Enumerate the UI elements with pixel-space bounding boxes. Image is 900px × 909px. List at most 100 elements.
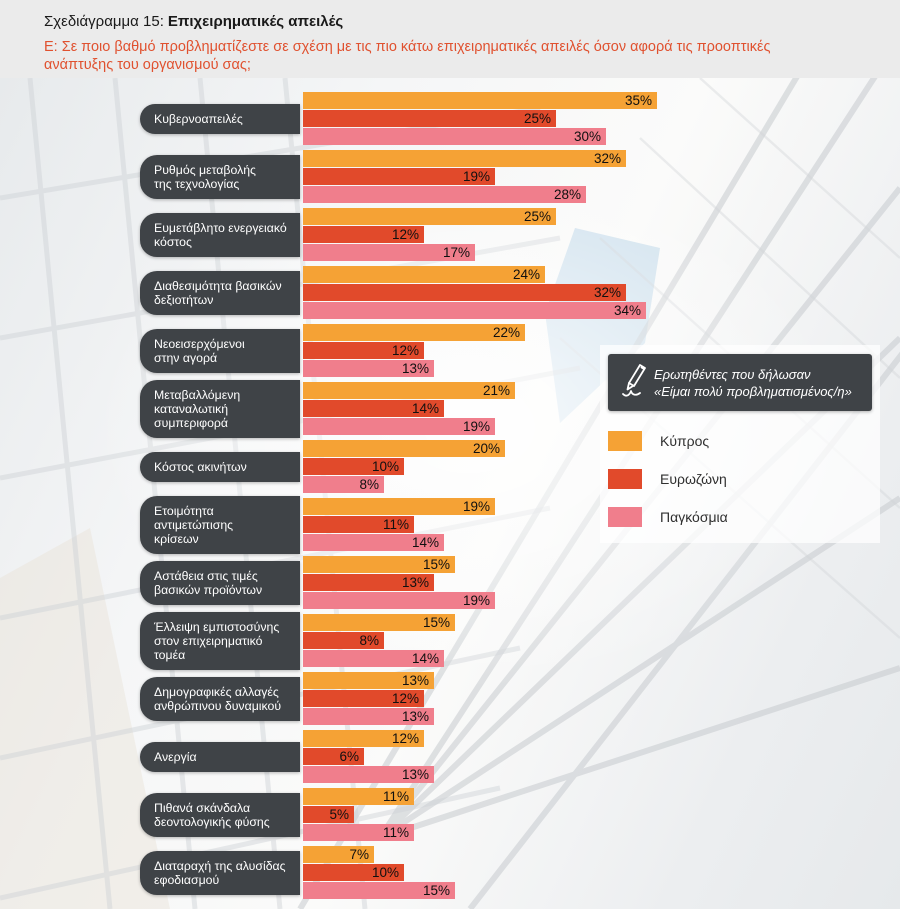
bar-value-label: 15% xyxy=(422,883,450,898)
bar-value-label: 11% xyxy=(382,825,409,840)
chart-row: Διαθεσιμότητα βασικών δεξιοτήτων 24% 32% 34… xyxy=(0,266,900,319)
bar-group: 19% 11% 14% xyxy=(303,498,495,552)
bar-value-label: 19% xyxy=(462,499,490,514)
bar-cyprus: 7% xyxy=(303,846,374,863)
bar-group: 15% 8% 14% xyxy=(303,614,455,668)
bar-group: 20% 10% 8% xyxy=(303,440,505,494)
bar-value-label: 14% xyxy=(411,401,439,416)
bar-value-label: 19% xyxy=(462,169,490,184)
legend-label: Παγκόσμια xyxy=(660,509,728,525)
chart-row: Ανεργία 12% 6% 13% xyxy=(0,730,900,783)
category-label-box: Δημογραφικές αλλαγές ανθρώπινου δυναμικο… xyxy=(140,676,300,721)
category-label-box: Έλλειψη εμπιστοσύνης στον επιχειρηματικό… xyxy=(140,611,300,670)
legend-panel: Ερωτηθέντες που δήλωσαν «Είμαι πολύ προβ… xyxy=(600,345,880,543)
bar-value-label: 13% xyxy=(401,767,429,782)
bar-group: 35% 25% 30% xyxy=(303,92,657,146)
bar-global: 17% xyxy=(303,244,475,261)
bar-value-label: 30% xyxy=(573,129,601,144)
legend-swatch-cyprus xyxy=(608,431,642,451)
bar-global: 13% xyxy=(303,766,434,783)
bar-global: 30% xyxy=(303,128,606,145)
chart-row: Ρυθμός μεταβολής της τεχνολογίας 32% 19% 28… xyxy=(0,150,900,203)
category-label-box: Ευμετάβλητο ενεργειακό κόστος xyxy=(140,212,300,257)
category-label-box: Ετοιμότητα αντιμετώπισης κρίσεων xyxy=(140,495,300,554)
bar-value-label: 13% xyxy=(401,673,429,688)
chart-rows: Κυβερνοαπειλές 35% 25% 30% Ρυθμός μεταβολής … xyxy=(0,92,900,904)
bar-global: 19% xyxy=(303,418,495,435)
bar-global: 14% xyxy=(303,534,444,551)
bar-group: 15% 13% 19% xyxy=(303,556,495,610)
bar-cyprus: 15% xyxy=(303,556,455,573)
legend-items: Κύπρος Ευρωζώνη Παγκόσμια xyxy=(600,431,880,527)
bar-group: 24% 32% 34% xyxy=(303,266,646,320)
bar-cyprus: 13% xyxy=(303,672,434,689)
bar-global: 19% xyxy=(303,592,495,609)
bar-eurozone: 32% xyxy=(303,284,626,301)
bar-value-label: 5% xyxy=(329,807,349,822)
category-label-box: Διαταραχή της αλυσίδας εφοδιασμού xyxy=(140,850,300,895)
bar-value-label: 25% xyxy=(523,209,551,224)
category-label-box: Μεταβαλλόμενη καταναλωτική συμπεριφορά xyxy=(140,379,300,438)
bar-value-label: 12% xyxy=(391,731,419,746)
legend-note-text: Ερωτηθέντες που δήλωσαν «Είμαι πολύ προβ… xyxy=(654,366,852,400)
bar-value-label: 32% xyxy=(593,151,621,166)
chart-title-bold: Επιχειρηματικές απειλές xyxy=(167,13,344,30)
bar-value-label: 14% xyxy=(411,535,439,550)
bar-group: 25% 12% 17% xyxy=(303,208,556,262)
category-label-box: Πιθανά σκάνδαλα δεοντολογικής φύσης xyxy=(140,792,300,837)
chart-row: Διαταραχή της αλυσίδας εφοδιασμού 7% 10% 15… xyxy=(0,846,900,899)
bar-cyprus: 32% xyxy=(303,150,626,167)
bar-eurozone: 12% xyxy=(303,690,424,707)
bar-value-label: 15% xyxy=(422,557,450,572)
bar-value-label: 8% xyxy=(359,477,379,492)
bar-global: 8% xyxy=(303,476,384,493)
bar-group: 13% 12% 13% xyxy=(303,672,434,726)
category-label-box: Νεοεισερχόμενοι στην αγορά xyxy=(140,328,300,373)
bar-value-label: 12% xyxy=(391,343,419,358)
bar-eurozone: 6% xyxy=(303,748,364,765)
bar-global: 14% xyxy=(303,650,444,667)
bar-value-label: 12% xyxy=(391,227,419,242)
bar-eurozone: 11% xyxy=(303,516,414,533)
category-label-box: Κυβερνοαπειλές xyxy=(140,103,300,134)
bar-value-label: 17% xyxy=(442,245,470,260)
bar-cyprus: 20% xyxy=(303,440,505,457)
bar-eurozone: 14% xyxy=(303,400,444,417)
legend-label: Ευρωζώνη xyxy=(660,471,727,487)
bar-value-label: 13% xyxy=(401,575,429,590)
legend-note-box: Ερωτηθέντες που δήλωσαν «Είμαι πολύ προβ… xyxy=(608,354,872,411)
survey-question: Ε: Σε ποιο βαθμό προβληματίζεστε σε σχέσ… xyxy=(44,39,771,73)
bar-eurozone: 10% xyxy=(303,864,404,881)
chart-row: Κυβερνοαπειλές 35% 25% 30% xyxy=(0,92,900,145)
chart-title: Σχεδιάγραμμα 15: Επιχειρηματικές απειλές xyxy=(44,13,343,30)
category-label-box: Διαθεσιμότητα βασικών δεξιοτήτων xyxy=(140,270,300,315)
bar-cyprus: 12% xyxy=(303,730,424,747)
bar-value-label: 11% xyxy=(382,789,409,804)
bar-value-label: 13% xyxy=(401,361,429,376)
bar-value-label: 10% xyxy=(371,459,399,474)
category-label-box: Ρυθμός μεταβολής της τεχνολογίας xyxy=(140,154,300,199)
bar-value-label: 34% xyxy=(613,303,641,318)
chart-canvas: Κυβερνοαπειλές 35% 25% 30% Ρυθμός μεταβολής … xyxy=(0,78,900,909)
bar-value-label: 32% xyxy=(593,285,621,300)
chart-row: Πιθανά σκάνδαλα δεοντολογικής φύσης 11% 5%… xyxy=(0,788,900,841)
bar-group: 7% 10% 15% xyxy=(303,846,455,900)
chart-row: Δημογραφικές αλλαγές ανθρώπινου δυναμικο… xyxy=(0,672,900,725)
legend-item-cyprus: Κύπρος xyxy=(608,431,880,451)
bar-value-label: 6% xyxy=(339,749,359,764)
bar-global: 15% xyxy=(303,882,455,899)
chart-row: Νεοεισερχόμενοι στην αγορά 22% 12% 13% xyxy=(0,324,900,377)
legend-label: Κύπρος xyxy=(660,433,710,449)
bar-cyprus: 19% xyxy=(303,498,495,515)
chart-row: Έλλειψη εμπιστοσύνης στον επιχειρηματικό… xyxy=(0,611,900,670)
bar-group: 32% 19% 28% xyxy=(303,150,626,204)
bar-value-label: 10% xyxy=(371,865,399,880)
chart-title-prefix: Σχεδιάγραμμα 15: xyxy=(44,13,164,30)
bar-value-label: 12% xyxy=(391,691,419,706)
bar-cyprus: 22% xyxy=(303,324,525,341)
bar-eurozone: 10% xyxy=(303,458,404,475)
category-label-box: Ανεργία xyxy=(140,741,300,772)
bar-eurozone: 25% xyxy=(303,110,556,127)
legend-swatch-global xyxy=(608,507,642,527)
bar-eurozone: 8% xyxy=(303,632,384,649)
